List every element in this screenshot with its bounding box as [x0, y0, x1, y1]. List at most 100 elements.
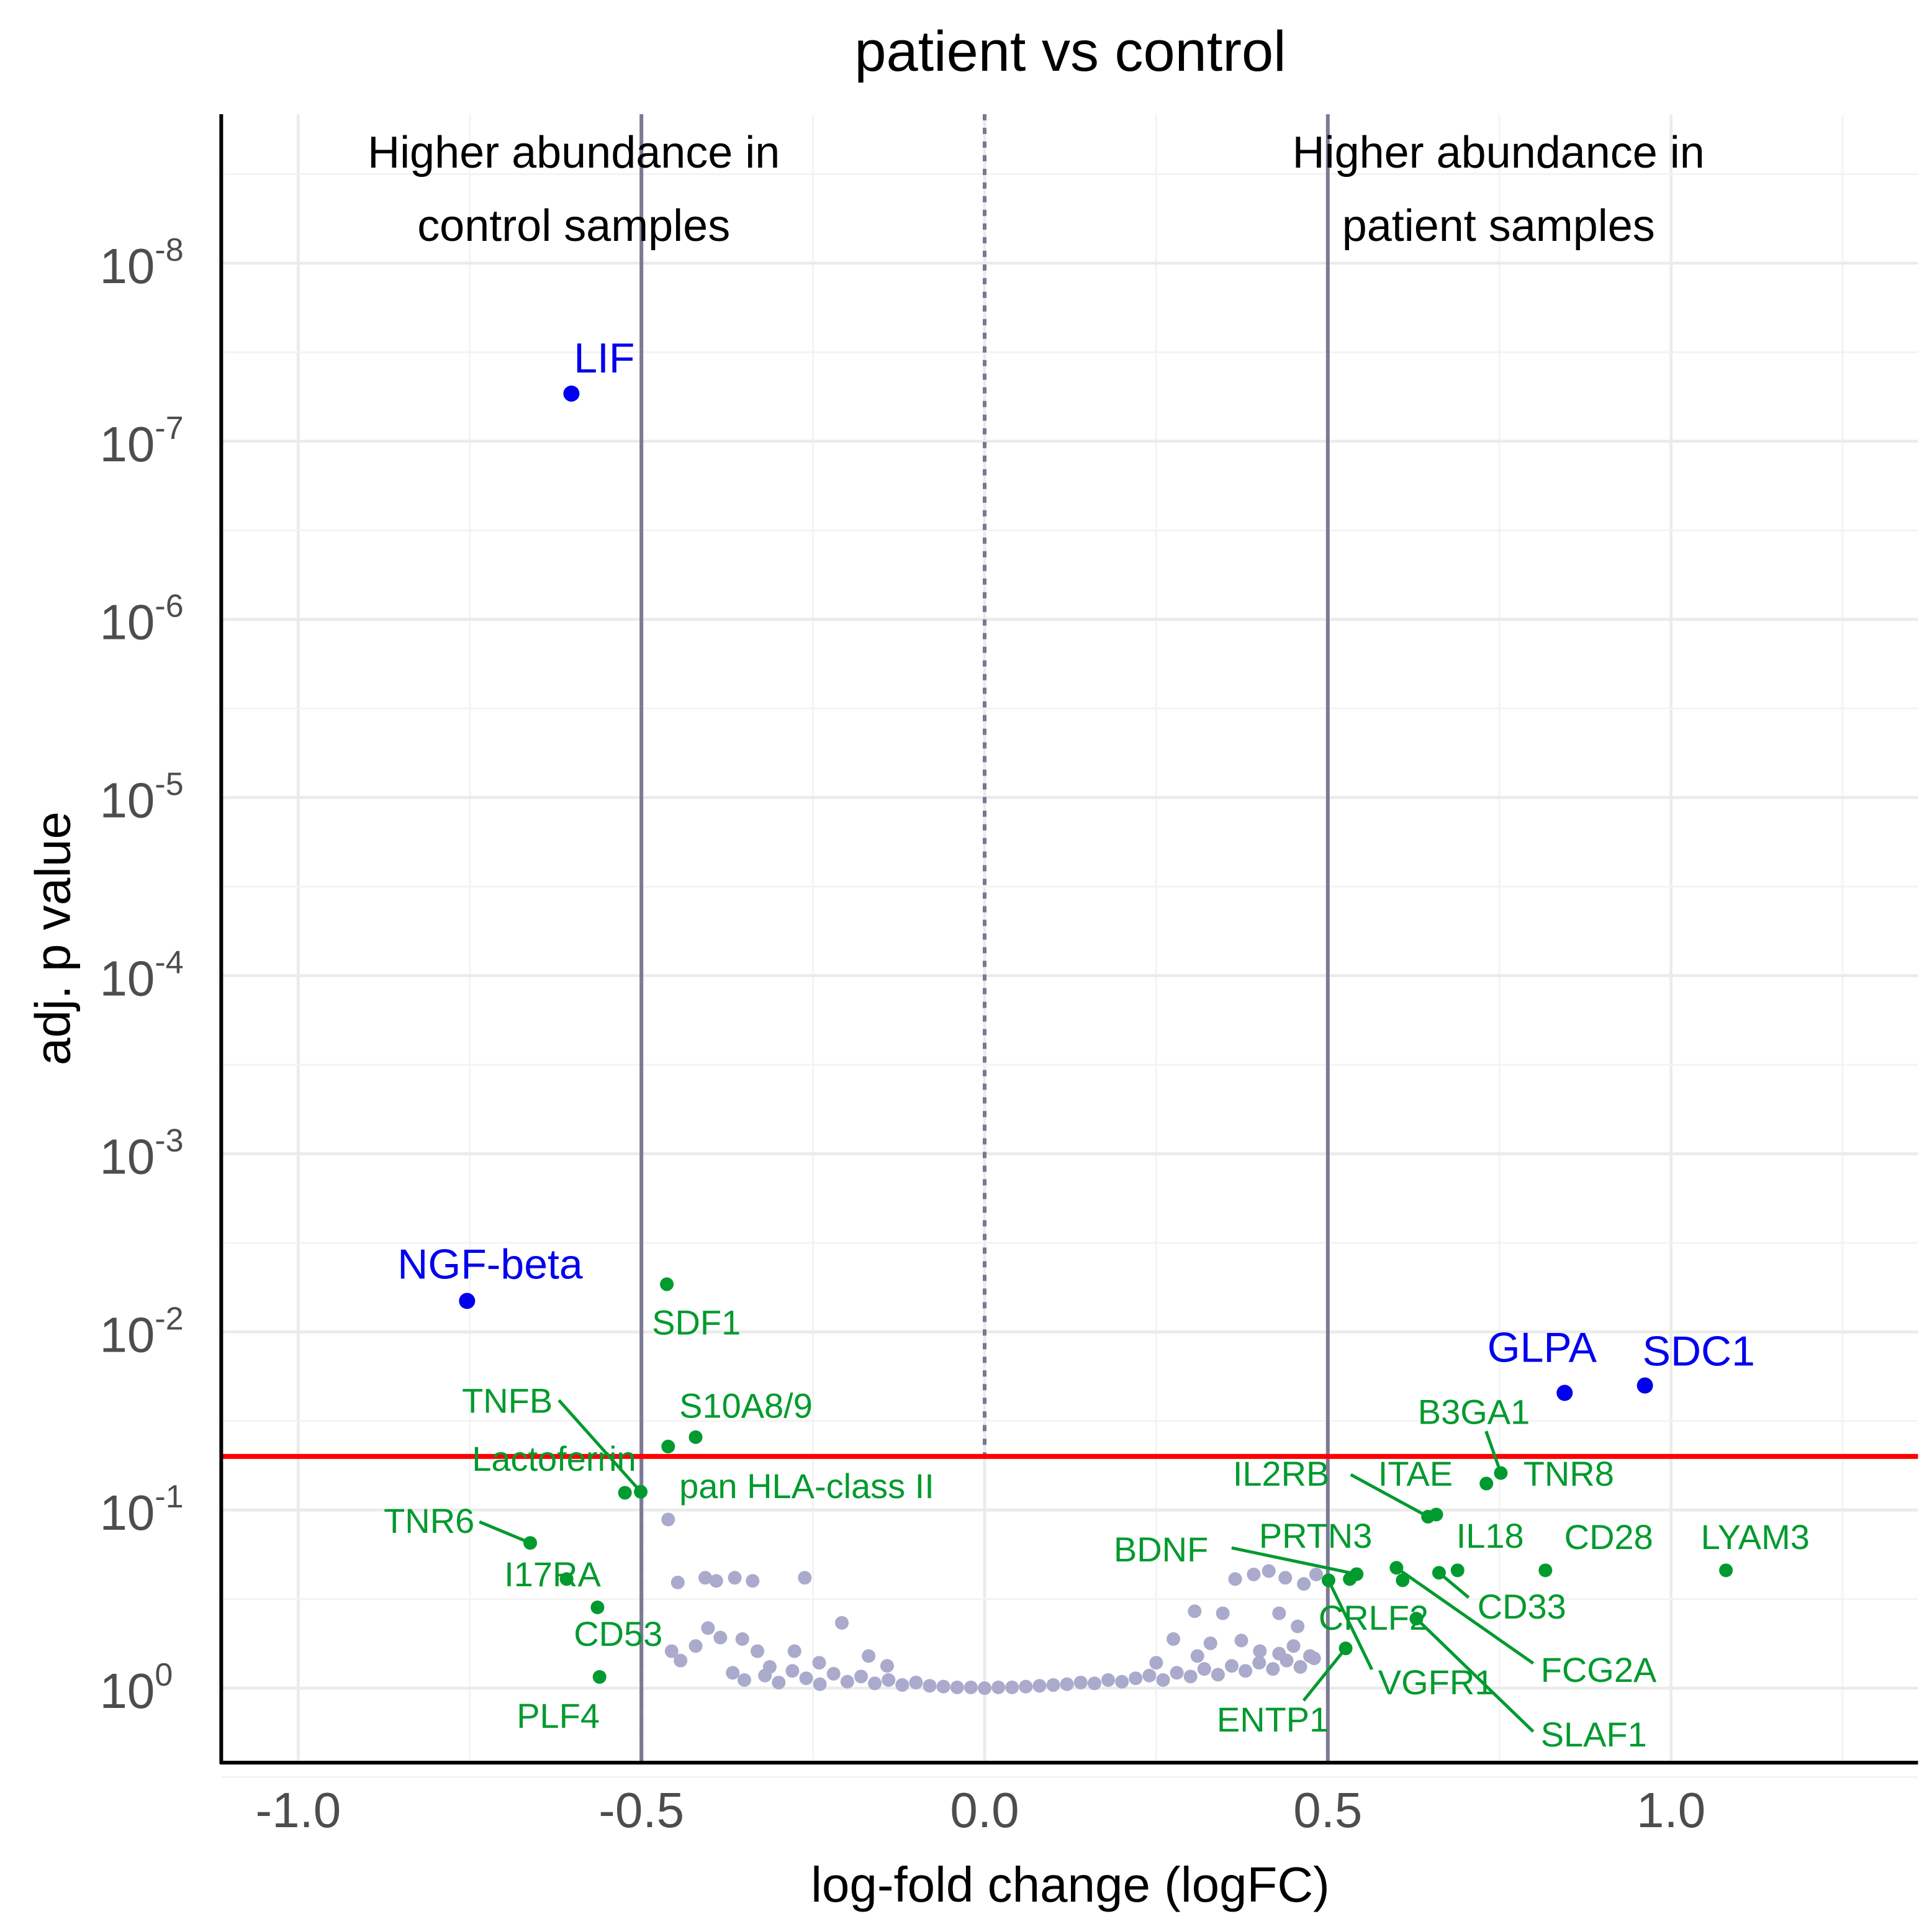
annotation-patient-line2: patient samples [1342, 201, 1655, 251]
nonsignificant-point [880, 1659, 894, 1673]
nonsignificant-point [977, 1681, 991, 1696]
significant-point [1538, 1563, 1553, 1578]
nonsignificant-point [1272, 1606, 1286, 1620]
leader-line [1327, 1579, 1374, 1671]
nonsignificant-point [895, 1678, 910, 1692]
nonsignificant-point [1019, 1679, 1033, 1694]
nonsignificant-point [812, 1656, 826, 1670]
significant-point [1719, 1563, 1733, 1578]
nonsignificant-point [1046, 1678, 1060, 1692]
point-label: CD53 [574, 1614, 662, 1653]
point-label: LIF [574, 335, 634, 382]
highlighted-point [1556, 1384, 1573, 1401]
point-label: FCG2A [1541, 1650, 1657, 1689]
nonsignificant-point [1266, 1662, 1280, 1676]
nonsignificant-point [1190, 1649, 1204, 1663]
nonsignificant-point [713, 1630, 728, 1645]
nonsignificant-point [1278, 1571, 1293, 1585]
y-tick-label: 10-2 [99, 1301, 183, 1362]
y-tick-label: 100 [99, 1657, 173, 1719]
nonsignificant-point [1183, 1669, 1198, 1684]
nonsignificant-point [1253, 1644, 1267, 1658]
leader-line [1438, 1571, 1470, 1599]
nonsignificant-point [664, 1644, 679, 1658]
point-label: PLF4 [517, 1696, 600, 1735]
nonsignificant-point [701, 1621, 715, 1635]
y-tick-label: 10-5 [99, 767, 183, 828]
nonsignificant-point [661, 1512, 675, 1527]
point-label: Lactoferrin [472, 1439, 636, 1478]
leader-line [1395, 1566, 1535, 1665]
nonsignificant-point [799, 1671, 813, 1686]
nonsignificant-point [1203, 1636, 1217, 1650]
nonsignificant-point [772, 1676, 786, 1690]
nonsignificant-point [726, 1666, 740, 1680]
significant-point [1450, 1563, 1465, 1578]
y-tick-label: 10-6 [99, 589, 183, 650]
highlighted-point [1636, 1377, 1653, 1394]
x-tick-labels: -1.0 -0.5 0.0 0.5 1.0 [255, 1782, 1705, 1838]
nonsignificant-point [751, 1644, 765, 1658]
significant-point [559, 1572, 574, 1586]
nonsignificant-point [1197, 1662, 1211, 1676]
nonsignificant-point [688, 1639, 703, 1653]
leader-line [1415, 1617, 1535, 1733]
nonsignificant-point [1188, 1604, 1202, 1619]
nonsignificant-point [698, 1571, 712, 1585]
point-label: NGF-beta [397, 1240, 583, 1288]
point-label: SDF1 [652, 1303, 741, 1342]
point-label: S10A8/9 [679, 1386, 813, 1425]
point-label: B3GA1 [1418, 1392, 1530, 1431]
significant-point [1396, 1573, 1410, 1588]
nonsignificant-point [840, 1674, 854, 1689]
point-label: pan HLA-class II [679, 1466, 934, 1506]
nonsignificant-point [1247, 1568, 1261, 1581]
nonsignificant-point [923, 1679, 937, 1693]
y-tick-label: 10-4 [99, 944, 183, 1006]
nonsignificant-point [862, 1649, 876, 1663]
nonsignificant-point [854, 1669, 868, 1684]
point-label: SDC1 [1643, 1327, 1755, 1375]
leader-line [557, 1399, 642, 1493]
annotation-control-line2: control samples [417, 201, 730, 251]
point-label: CD33 [1478, 1587, 1566, 1626]
nonsignificant-point [1291, 1619, 1305, 1633]
nonsignificant-point [1272, 1646, 1286, 1661]
grid [221, 114, 1918, 1778]
nonsignificant-point [1149, 1656, 1163, 1670]
nonsignificant-point [1087, 1676, 1101, 1691]
point-label: LYAM3 [1701, 1517, 1810, 1556]
point-label: TNFB [462, 1381, 553, 1420]
nonsignificant-point [936, 1679, 950, 1694]
x-tick-label: -1.0 [255, 1782, 341, 1838]
significant-point [688, 1430, 703, 1444]
nonsignificant-point [798, 1571, 812, 1585]
y-tick-labels: 100 10-1 10-2 10-3 10-4 10-5 10-6 10-7 10-8 [99, 232, 183, 1719]
nonsignificant-point [1225, 1659, 1239, 1673]
nonsignificant-point [738, 1673, 752, 1687]
highlighted-point [563, 385, 580, 402]
significant-point [618, 1486, 632, 1500]
nonsignificant-point [1228, 1572, 1242, 1586]
leader-line [1350, 1473, 1429, 1519]
significant-point [1494, 1466, 1508, 1480]
point-label: GLPA [1487, 1324, 1597, 1371]
significant-point [590, 1601, 605, 1615]
leader-line [1231, 1546, 1357, 1576]
nonsignificant-point [964, 1680, 978, 1694]
nonsignificant-point [1239, 1664, 1253, 1678]
nonsignificant-point [1060, 1677, 1074, 1691]
nonsignificant-point [1142, 1668, 1157, 1682]
nonsignificant-point [950, 1680, 964, 1694]
chart-title: patient vs control [854, 20, 1286, 83]
annotation-control-line1: Higher abundance in [368, 128, 780, 178]
significant-point [523, 1536, 538, 1550]
annotation-patient-line1: Higher abundance in [1293, 128, 1705, 178]
point-label: SLAF1 [1541, 1715, 1647, 1754]
nonsignificant-point [1032, 1679, 1047, 1693]
x-tick-label: 0.5 [1293, 1782, 1362, 1838]
x-tick-label: -0.5 [598, 1782, 684, 1838]
point-label: IL2RB [1233, 1454, 1330, 1493]
nonsignificant-point [1252, 1656, 1266, 1670]
